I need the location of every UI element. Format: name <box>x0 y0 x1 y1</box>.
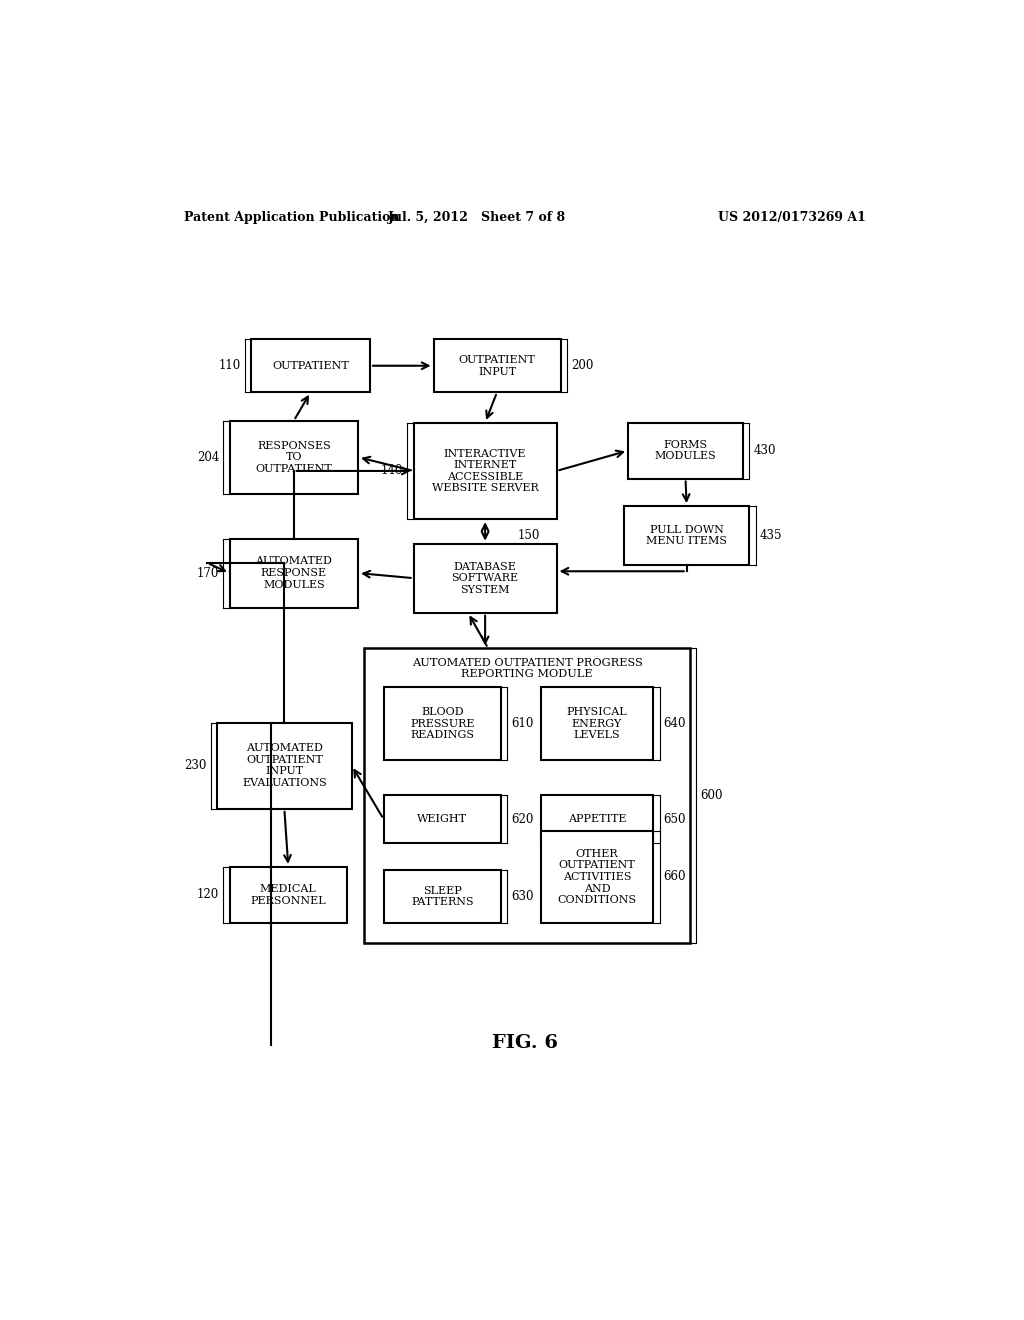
FancyBboxPatch shape <box>628 422 743 479</box>
Text: INTERACTIVE
INTERNET
ACCESSIBLE
WEBSITE SERVER: INTERACTIVE INTERNET ACCESSIBLE WEBSITE … <box>432 449 539 494</box>
Text: FIG. 6: FIG. 6 <box>492 1034 558 1052</box>
Text: 435: 435 <box>760 529 782 543</box>
Text: DATABASE
SOFTWARE
SYSTEM: DATABASE SOFTWARE SYSTEM <box>452 561 519 595</box>
Text: WEIGHT: WEIGHT <box>417 814 467 824</box>
Text: RESPONSES
TO
OUTPATIENT: RESPONSES TO OUTPATIENT <box>255 441 332 474</box>
Text: 630: 630 <box>511 890 534 903</box>
Text: OUTPATIENT: OUTPATIENT <box>272 360 349 371</box>
Text: PULL DOWN
MENU ITEMS: PULL DOWN MENU ITEMS <box>646 524 727 546</box>
Text: OUTPATIENT
INPUT: OUTPATIENT INPUT <box>459 355 536 376</box>
Text: 620: 620 <box>511 813 534 825</box>
FancyBboxPatch shape <box>414 422 557 519</box>
Text: AUTOMATED OUTPATIENT PROGRESS
REPORTING MODULE: AUTOMATED OUTPATIENT PROGRESS REPORTING … <box>412 657 643 680</box>
Text: APPETITE: APPETITE <box>567 814 627 824</box>
Text: 120: 120 <box>197 888 219 902</box>
Text: SLEEP
PATTERNS: SLEEP PATTERNS <box>411 886 473 907</box>
FancyBboxPatch shape <box>229 421 358 494</box>
Text: BLOOD
PRESSURE
READINGS: BLOOD PRESSURE READINGS <box>410 708 474 741</box>
Text: FORMS
MODULES: FORMS MODULES <box>654 440 717 462</box>
Text: Jul. 5, 2012   Sheet 7 of 8: Jul. 5, 2012 Sheet 7 of 8 <box>388 211 566 224</box>
Text: MEDICAL
PERSONNEL: MEDICAL PERSONNEL <box>251 884 326 906</box>
FancyBboxPatch shape <box>217 722 352 809</box>
FancyBboxPatch shape <box>384 686 501 760</box>
Text: 200: 200 <box>570 359 593 372</box>
Text: 430: 430 <box>754 444 776 457</box>
FancyBboxPatch shape <box>365 648 690 942</box>
Text: 230: 230 <box>184 759 207 772</box>
Text: Patent Application Publication: Patent Application Publication <box>183 211 399 224</box>
Text: 204: 204 <box>197 450 219 463</box>
Text: 640: 640 <box>664 717 686 730</box>
FancyBboxPatch shape <box>624 506 750 565</box>
FancyBboxPatch shape <box>541 686 653 760</box>
FancyBboxPatch shape <box>541 832 653 923</box>
Text: 150: 150 <box>517 528 540 541</box>
Text: 660: 660 <box>664 870 686 883</box>
FancyBboxPatch shape <box>384 870 501 923</box>
Text: 600: 600 <box>700 789 723 803</box>
Text: AUTOMATED
RESPONSE
MODULES: AUTOMATED RESPONSE MODULES <box>255 557 333 590</box>
Text: 140: 140 <box>381 465 403 478</box>
FancyBboxPatch shape <box>229 867 347 923</box>
Text: OTHER
OUTPATIENT
ACTIVITIES
AND
CONDITIONS: OTHER OUTPATIENT ACTIVITIES AND CONDITIO… <box>557 849 637 906</box>
Text: US 2012/0173269 A1: US 2012/0173269 A1 <box>718 211 866 224</box>
FancyBboxPatch shape <box>251 339 370 392</box>
Text: 170: 170 <box>197 566 219 579</box>
FancyBboxPatch shape <box>229 539 358 607</box>
FancyBboxPatch shape <box>384 795 501 843</box>
Text: 110: 110 <box>218 359 241 372</box>
Text: AUTOMATED
OUTPATIENT
INPUT
EVALUATIONS: AUTOMATED OUTPATIENT INPUT EVALUATIONS <box>242 743 327 788</box>
FancyBboxPatch shape <box>433 339 560 392</box>
FancyBboxPatch shape <box>541 795 653 843</box>
Text: 650: 650 <box>664 813 686 825</box>
Text: 610: 610 <box>511 717 534 730</box>
Text: PHYSICAL
ENERGY
LEVELS: PHYSICAL ENERGY LEVELS <box>566 708 628 741</box>
FancyBboxPatch shape <box>414 544 557 612</box>
